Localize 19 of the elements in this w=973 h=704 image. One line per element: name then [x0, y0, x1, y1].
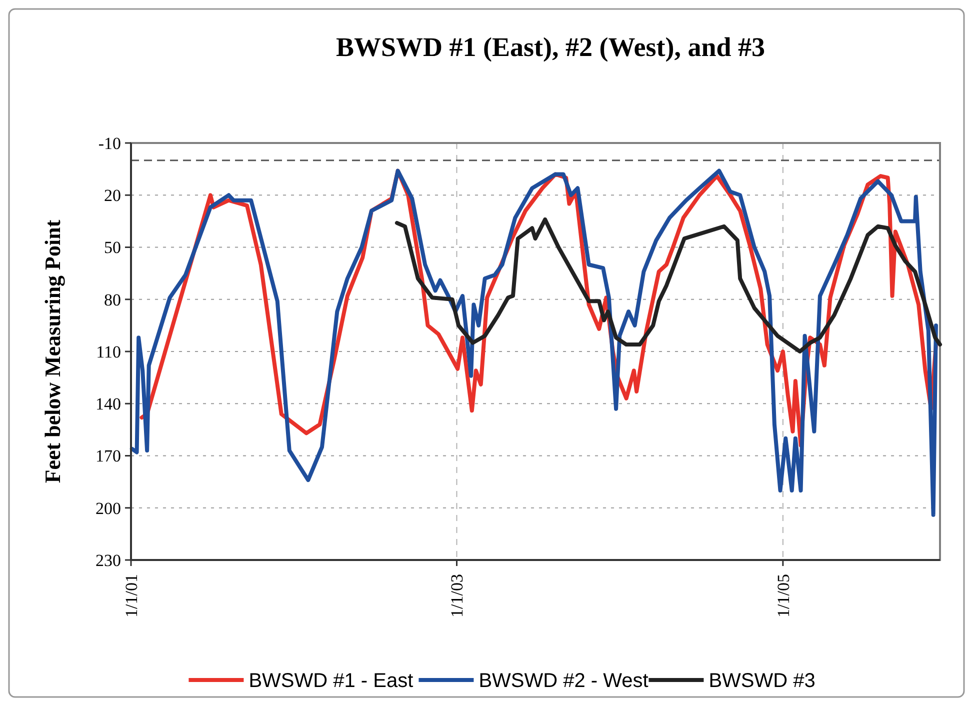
y-tick-label: 200: [96, 498, 121, 518]
y-tick-label: 80: [104, 290, 121, 310]
y-tick-label: 20: [104, 186, 121, 206]
y-tick-label: -10: [98, 134, 121, 153]
x-tick-label: 1/1/05: [774, 574, 793, 618]
x-tick-label: 1/1/03: [448, 574, 467, 618]
legend-label: BWSWD #3: [708, 670, 816, 692]
legend-label: BWSWD #1 - East: [248, 670, 414, 692]
line-series: [130, 168, 938, 517]
x-tick-label: 1/1/01: [122, 574, 141, 618]
y-tick-label: 110: [96, 342, 121, 362]
y-tick-label: 170: [96, 446, 121, 466]
y-tick-label: 140: [96, 394, 121, 414]
y-axis-title: Feet below Measuring Point: [40, 219, 65, 484]
legend-label: BWSWD #2 - West: [478, 670, 649, 692]
chart-title: BWSWD #1 (East), #2 (West), and #3: [336, 32, 766, 62]
line-series: [394, 217, 942, 354]
y-tick-label: 50: [104, 238, 121, 258]
y-tick-label: 230: [96, 550, 121, 570]
